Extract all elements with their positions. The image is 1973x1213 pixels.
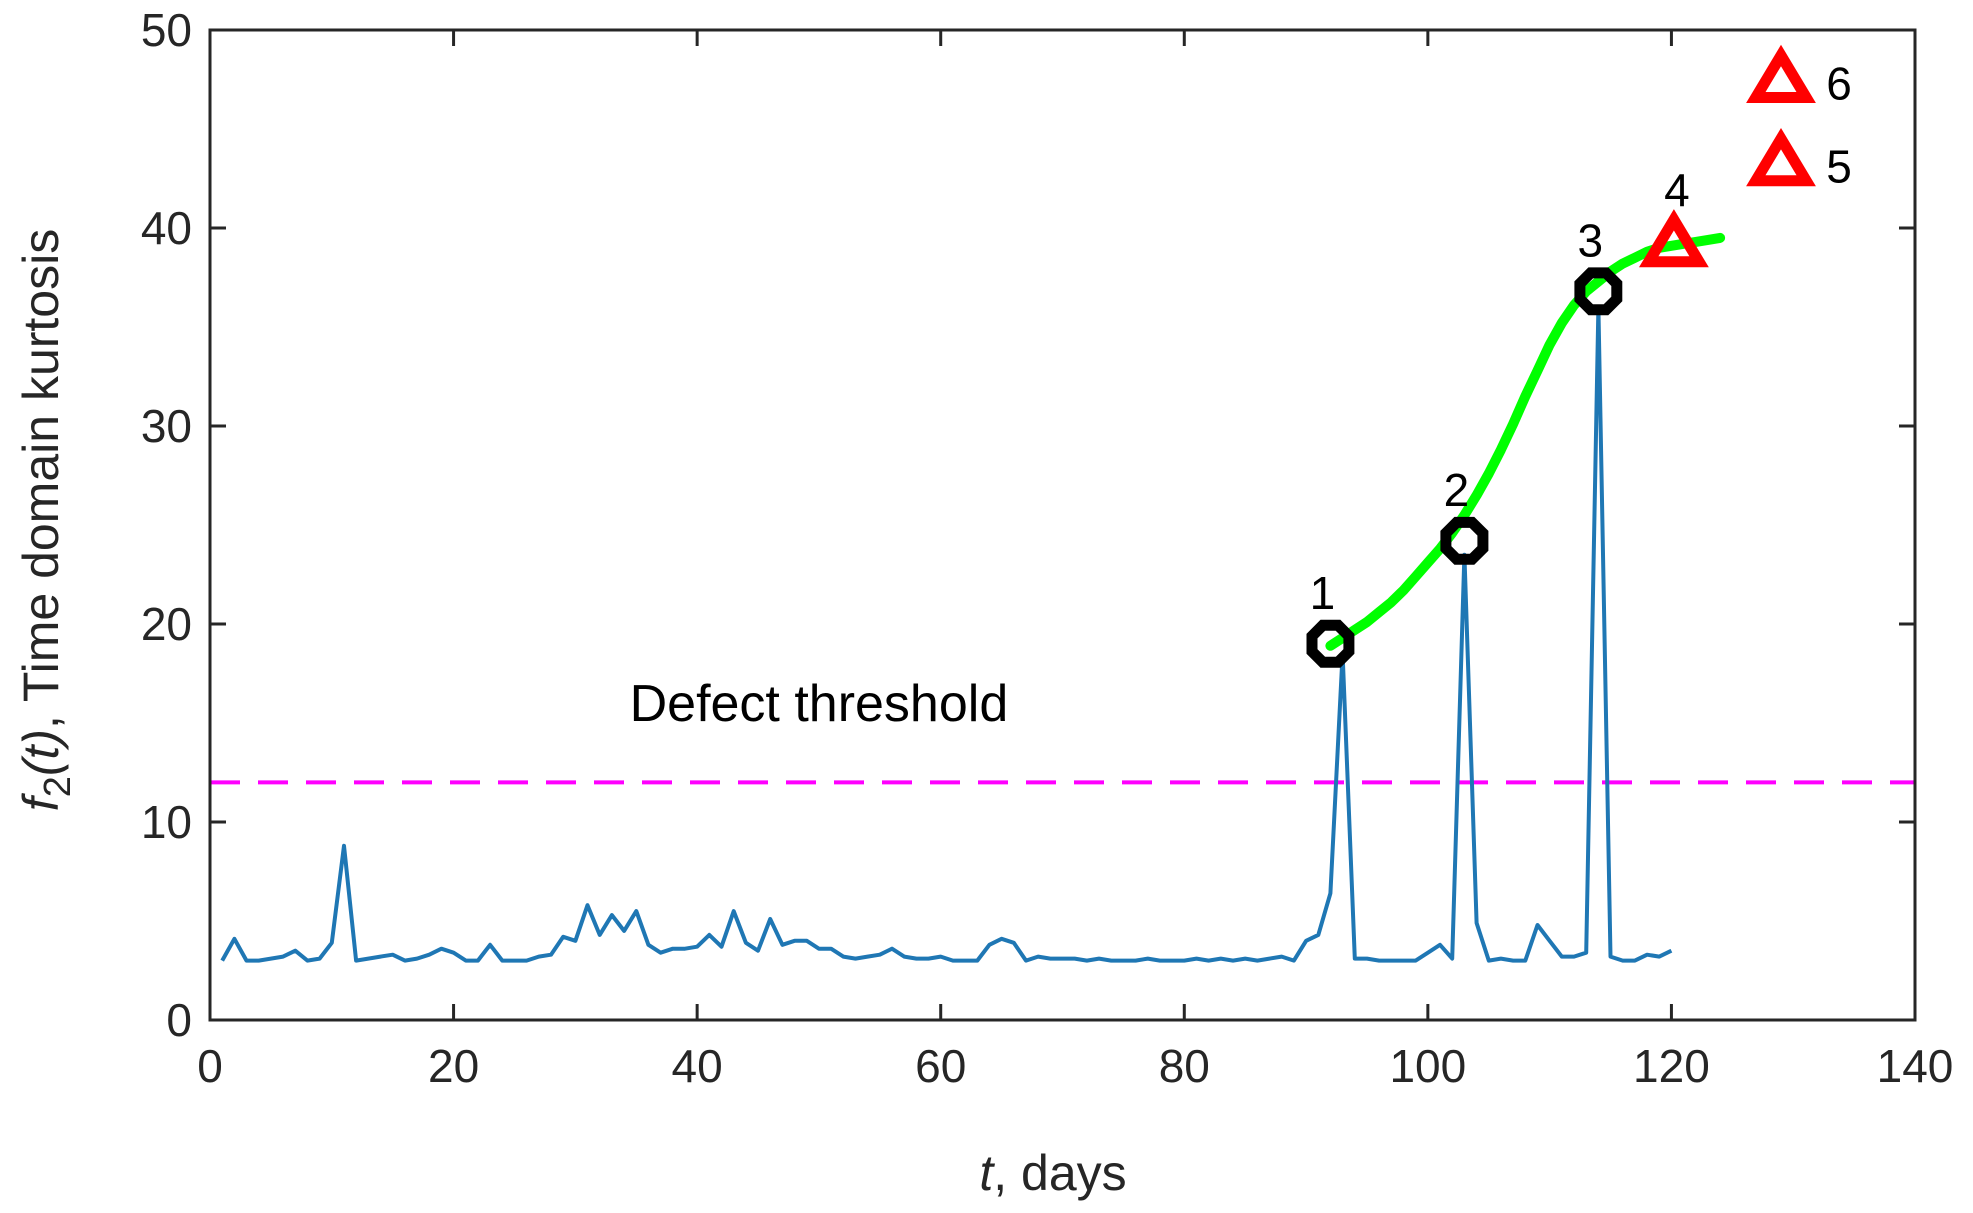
x-tick-label-80: 80 — [1159, 1040, 1210, 1092]
observed-point-1 — [1306, 619, 1355, 668]
y-tick-label-20: 20 — [141, 598, 192, 650]
predicted-point-6 — [1746, 44, 1816, 103]
x-tick-label-140: 140 — [1877, 1040, 1954, 1092]
x-axis-label-var: t — [979, 1145, 995, 1201]
predicted-point-4 — [1638, 209, 1709, 268]
x-axis-label-rest: , days — [993, 1145, 1126, 1201]
x-tick-label-100: 100 — [1389, 1040, 1466, 1092]
observed-point-3 — [1574, 267, 1623, 316]
x-tick-label-120: 120 — [1633, 1040, 1710, 1092]
x-tick-label-0: 0 — [197, 1040, 223, 1092]
y-axis-label: f2(t), Time domain kurtosis — [13, 229, 79, 811]
x-tick-label-60: 60 — [915, 1040, 966, 1092]
y-tick-label-40: 40 — [141, 202, 192, 254]
y-axis-label-sub: 2 — [37, 776, 79, 797]
y-axis-label-rest: , Time domain kurtosis — [13, 229, 69, 729]
predicted-point-label-5: 5 — [1826, 141, 1852, 193]
plot-marks — [210, 44, 1915, 963]
y-tick-label-0: 0 — [166, 994, 192, 1046]
axes-box — [208, 28, 1917, 1022]
observed-point-label-3: 3 — [1578, 214, 1604, 266]
predicted-point-label-4: 4 — [1664, 164, 1690, 216]
chart-labels: 1 2 3 4 5 6 Defect threshold — [630, 58, 1852, 734]
y-tick-label-10: 10 — [141, 796, 192, 848]
observed-point-label-2: 2 — [1444, 464, 1470, 516]
observed-point-label-1: 1 — [1310, 567, 1336, 619]
kurtosis-series-line — [220, 305, 1673, 963]
x-axis-label: t, days — [979, 1145, 1126, 1201]
y-tick-label-50: 50 — [141, 4, 192, 56]
axes: 0 20 40 60 80 100 120 140 0 10 20 30 40 50 — [141, 4, 1954, 1092]
y-tick-label-30: 30 — [141, 400, 192, 452]
x-tick-label-20: 20 — [428, 1040, 479, 1092]
observed-point-2 — [1440, 516, 1489, 565]
y-axis-label-arg: (t) — [13, 729, 69, 776]
threshold-label: Defect threshold — [630, 675, 1009, 733]
predicted-point-label-6: 6 — [1826, 58, 1852, 110]
predicted-point-5 — [1746, 128, 1816, 187]
x-tick-label-40: 40 — [672, 1040, 723, 1092]
